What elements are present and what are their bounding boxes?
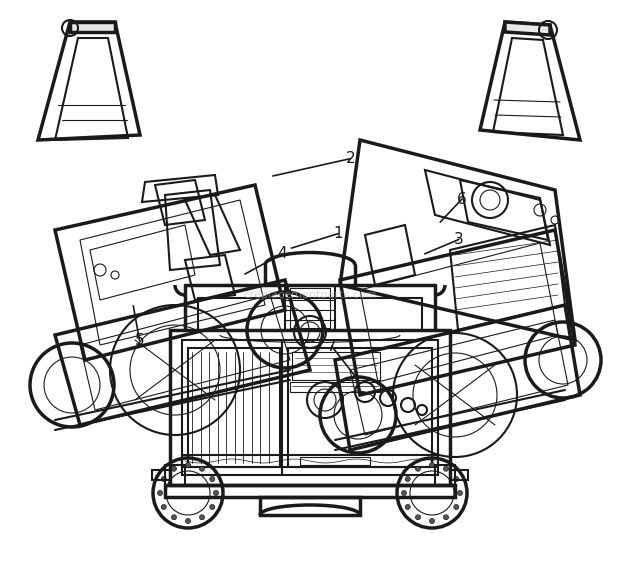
- Text: 3: 3: [454, 232, 464, 247]
- Circle shape: [210, 477, 215, 481]
- Text: 6: 6: [457, 192, 467, 207]
- Circle shape: [454, 504, 459, 509]
- Circle shape: [458, 490, 463, 496]
- Text: 2: 2: [345, 151, 355, 166]
- Circle shape: [157, 490, 162, 496]
- Circle shape: [443, 466, 448, 471]
- Circle shape: [430, 519, 435, 523]
- Circle shape: [161, 504, 166, 509]
- Circle shape: [185, 519, 190, 523]
- Text: 4: 4: [277, 246, 287, 261]
- Circle shape: [161, 477, 166, 481]
- Circle shape: [415, 515, 420, 520]
- Polygon shape: [505, 22, 550, 35]
- Circle shape: [210, 504, 215, 509]
- Circle shape: [200, 466, 205, 471]
- Polygon shape: [70, 22, 115, 32]
- Text: 7: 7: [327, 339, 337, 354]
- Circle shape: [172, 466, 177, 471]
- Circle shape: [415, 466, 420, 471]
- Circle shape: [430, 463, 435, 467]
- Circle shape: [402, 490, 407, 496]
- Text: ereplacementparts.com: ereplacementparts.com: [243, 290, 377, 300]
- Circle shape: [454, 477, 459, 481]
- Circle shape: [405, 504, 410, 509]
- Circle shape: [172, 515, 177, 520]
- Text: 1: 1: [333, 226, 343, 241]
- Circle shape: [185, 463, 190, 467]
- Circle shape: [405, 477, 410, 481]
- Circle shape: [443, 515, 448, 520]
- Circle shape: [213, 490, 218, 496]
- Text: 5: 5: [135, 333, 144, 348]
- Circle shape: [200, 515, 205, 520]
